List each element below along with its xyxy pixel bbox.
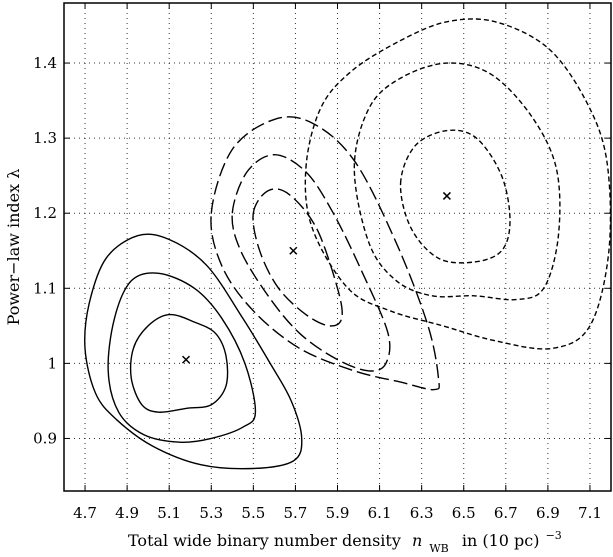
best-fit-markers bbox=[181, 191, 451, 364]
x-axis-units: in (10 pc) bbox=[462, 531, 540, 550]
x-tick-label: 5.7 bbox=[283, 504, 307, 522]
contour-solid-2 bbox=[107, 272, 257, 444]
x-axis-subscript: WB bbox=[429, 542, 448, 555]
best-fit-marker-shortdash bbox=[442, 191, 451, 200]
contour-shortdash-3 bbox=[304, 18, 612, 350]
x-tick-label: 6.9 bbox=[536, 504, 560, 522]
contour-longdash-2 bbox=[231, 153, 391, 372]
x-tick-label: 5.3 bbox=[199, 504, 223, 522]
x-tick-label: 6.5 bbox=[452, 504, 476, 522]
contour-shortdash-2 bbox=[353, 62, 561, 301]
x-axis-symbol: n bbox=[412, 531, 422, 550]
x-tick-label: 6.7 bbox=[494, 504, 518, 522]
x-axis-exponent: −3 bbox=[546, 529, 562, 542]
x-tick-label: 4.7 bbox=[73, 504, 97, 522]
marker-stroke bbox=[442, 191, 451, 200]
x-tick-label: 4.9 bbox=[115, 504, 139, 522]
marker-stroke bbox=[181, 355, 191, 364]
x-tick-labels: 4.7 4.9 5.1 5.3 5.5 5.7 5.9 6.1 6.3 6.5 6.7 6.9 7.1 bbox=[73, 504, 602, 522]
y-tick-label: 1.3 bbox=[33, 129, 57, 147]
x-tick-label: 7.1 bbox=[578, 504, 602, 522]
contour-layer bbox=[84, 18, 612, 470]
axis-ticks bbox=[64, 3, 611, 491]
y-tick-label: 1.2 bbox=[33, 204, 57, 222]
y-tick-label: 1.4 bbox=[33, 54, 57, 72]
contour-solid-1 bbox=[129, 313, 229, 413]
x-tick-label: 6.1 bbox=[368, 504, 392, 522]
y-axis-title: Power−law index λ bbox=[4, 169, 23, 326]
x-tick-label: 6.3 bbox=[410, 504, 434, 522]
x-tick-label: 5.1 bbox=[157, 504, 181, 522]
contour-longdash-1 bbox=[252, 188, 343, 327]
best-fit-marker-solid bbox=[181, 355, 191, 364]
x-tick-label: 5.9 bbox=[326, 504, 350, 522]
y-tick-labels: 0.9 1 1.1 1.2 1.3 1.4 bbox=[33, 54, 57, 447]
y-tick-label: 1.1 bbox=[33, 279, 57, 297]
y-tick-label: 1 bbox=[47, 354, 57, 372]
x-axis-label: Total wide binary number density bbox=[128, 531, 401, 550]
x-tick-label: 5.5 bbox=[241, 504, 265, 522]
marker-stroke bbox=[289, 246, 298, 255]
contour-solid-3 bbox=[84, 233, 303, 470]
best-fit-marker-longdash bbox=[289, 246, 298, 255]
x-axis-title: Total wide binary number density n WB in… bbox=[128, 529, 562, 556]
y-tick-label: 0.9 bbox=[33, 429, 57, 447]
contour-shortdash-1 bbox=[399, 129, 511, 264]
contour-longdash-3 bbox=[210, 116, 440, 391]
grid bbox=[64, 3, 611, 491]
plot-frame bbox=[63, 2, 612, 492]
